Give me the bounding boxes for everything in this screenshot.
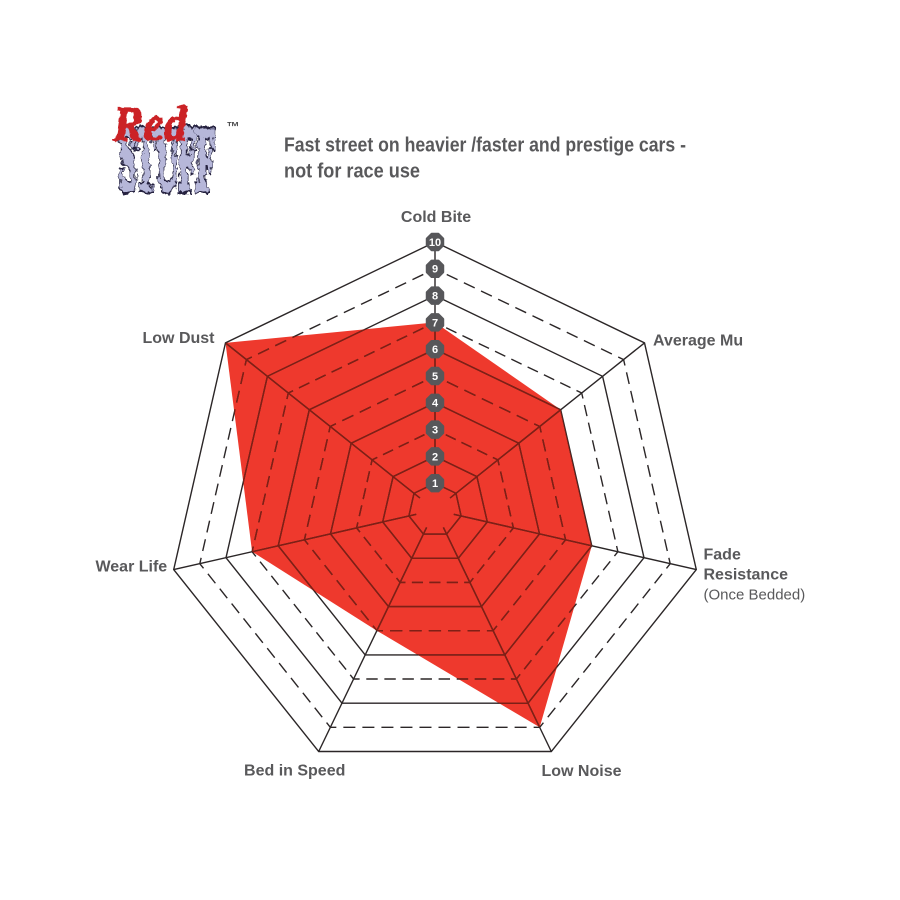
svg-text:Fade: Fade [704,547,741,564]
svg-text:Average Mu: Average Mu [653,333,743,350]
svg-text:Low Noise: Low Noise [541,763,621,780]
svg-text:7: 7 [432,317,438,329]
svg-text:2: 2 [432,451,438,463]
svg-text:1: 1 [432,478,438,490]
svg-text:(Once Bedded): (Once Bedded) [704,586,806,603]
svg-text:4: 4 [432,398,439,410]
svg-text:Resistance: Resistance [704,567,789,584]
svg-text:STUFF: STUFF [118,109,213,208]
svg-text:Bed in Speed: Bed in Speed [244,763,345,780]
svg-text:3: 3 [432,425,438,437]
svg-text:Fast street on heavier /faster: Fast street on heavier /faster and prest… [284,134,686,157]
svg-text:STUFF: STUFF [118,109,213,208]
svg-text:Low Dust: Low Dust [143,330,216,347]
svg-text:Wear Life: Wear Life [95,559,167,576]
svg-text:8: 8 [432,291,438,303]
svg-text:6: 6 [432,344,438,356]
svg-text:9: 9 [432,264,438,276]
svg-text:5: 5 [432,371,438,383]
svg-text:10: 10 [429,237,441,249]
svg-text:Cold Bite: Cold Bite [401,209,471,226]
svg-text:not for race use: not for race use [284,160,420,183]
svg-text:Red: Red [111,95,187,151]
svg-text:™: ™ [227,119,240,134]
